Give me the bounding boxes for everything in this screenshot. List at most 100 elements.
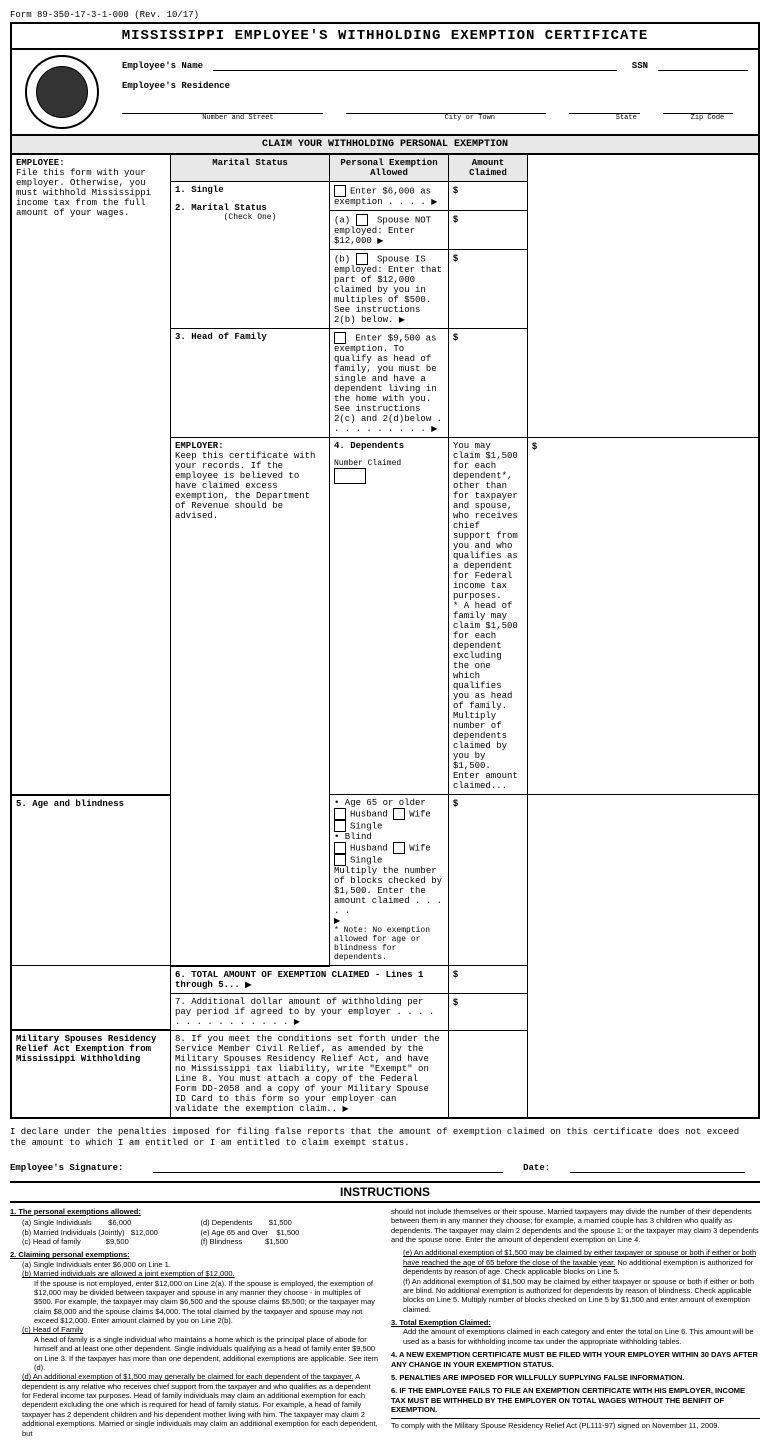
age-single-checkbox[interactable] [334,820,346,832]
inst-2b-t: If the spouse is not employed, enter $12… [10,1279,379,1326]
amount-header: Amount Claimed [449,154,528,182]
employee-heading: EMPLOYEE: [16,158,166,168]
blind-wife-checkbox[interactable] [393,842,405,854]
allowed-header: Personal Exemption Allowed [330,154,449,182]
ex-a: (a) Single Individuals [22,1218,92,1227]
row4-desc: You may claim $1,500 for each dependent*… [449,438,528,795]
residence-label: Employee's Residence [122,81,230,91]
header-section: Employee's Name SSN Employee's Residence… [10,48,760,134]
employer-heading: EMPLOYER: [175,441,325,451]
inst-2f: (f) An additional exemption of $1,500 ma… [391,1277,760,1315]
state-input[interactable] [569,101,639,114]
row2a-label: (a) [334,215,350,225]
ex-e: (e) Age 65 and Over [201,1228,269,1237]
row2b-desc: Spouse IS employed: Enter that part of $… [334,254,442,325]
status-age: 5. Age and blindness [11,795,171,966]
row6: 6. TOTAL AMOUNT OF EXEMPTION CLAIMED - L… [175,970,423,990]
blind-husband-checkbox[interactable] [334,842,346,854]
date-input[interactable] [570,1160,745,1173]
inst-h2: 2. Claiming personal exemptions: [10,1250,379,1259]
ex-e-amt: $1,500 [276,1228,299,1237]
date-label: Date: [523,1163,550,1173]
opt-wife2: Wife [409,843,431,853]
inst-2d-t: A dependent is any relative who receives… [22,1372,378,1437]
row5-desc: Multiply the number of blocks checked by… [334,866,444,916]
num-claimed-label: Number Claimed [334,459,444,468]
inst-h3-t: Add the amount of exemptions claimed in … [391,1327,760,1346]
claim-header: CLAIM YOUR WITHHOLDING PERSONAL EXEMPTIO… [10,134,760,153]
num-claimed-input[interactable] [334,468,366,484]
inst-2b-h: (b) Married individuals are allowed a jo… [22,1269,235,1278]
inst-2c-t: A head of family is a single individual … [10,1335,379,1373]
opt-single2: Single [350,855,382,865]
opt-husband2: Husband [350,843,388,853]
head-checkbox[interactable] [334,332,346,344]
status-marital: 2. Marital Status [175,203,325,213]
name-input[interactable] [213,58,617,71]
inst-h4: 4. A NEW EXEMPTION CERTIFICATE MUST BE F… [391,1350,760,1369]
blind-single-checkbox[interactable] [334,854,346,866]
age-wife-checkbox[interactable] [393,808,405,820]
street-sublabel: Number and Street [122,114,354,122]
instructions-title: INSTRUCTIONS [10,1181,760,1203]
employee-text: File this form with your employer. Other… [16,168,166,218]
state-seal [12,50,112,134]
ex-f: (f) Blindness [201,1237,243,1246]
instructions-body: 1. The personal exemptions allowed: (a) … [10,1207,760,1438]
opt-husband: Husband [350,809,388,819]
exemption-table: EMPLOYEE: File this form with your emplo… [10,153,760,1119]
inst-right-top: should not include themselves or their s… [391,1207,760,1245]
ex-b-amt: $12,000 [131,1228,158,1237]
inst-h3: 3. Total Exemption Claimed: [391,1318,491,1327]
status-single: 1. Single [175,185,325,195]
inst-2d-h: (d) An additional exemption of $1,500 ma… [22,1372,353,1381]
inst-2a: (a) Single Individuals enter $6,000 on L… [10,1260,379,1269]
status-head: 3. Head of Family [171,329,330,438]
blind-label: • Blind [334,832,372,842]
ssn-label: SSN [632,61,648,71]
inst-foot: To comply with the Military Spouse Resid… [391,1418,760,1430]
ex-d: (d) Dependents [201,1218,253,1227]
row8: 8. If you meet the conditions set forth … [175,1034,440,1114]
street-input[interactable] [122,101,323,114]
city-sublabel: City or Town [354,114,586,122]
name-label: Employee's Name [122,61,203,71]
status-dependents: 4. Dependents [334,441,444,451]
ex-c-amt: $9,500 [106,1237,129,1246]
opt-wife: Wife [409,809,431,819]
age-husband-checkbox[interactable] [334,808,346,820]
ssn-input[interactable] [658,58,748,71]
row3-desc: Enter $9,500 as exemption. To qualify as… [334,333,442,434]
spouse-not-checkbox[interactable] [356,214,368,226]
row2b-label: (b) [334,254,350,264]
age65-label: • Age 65 or older [334,798,426,808]
ex-d-amt: $1,500 [269,1218,292,1227]
row7: 7. Additional dollar amount of withholdi… [175,997,434,1027]
inst-h1: 1. The personal exemptions allowed: [10,1207,379,1216]
opt-single: Single [350,821,382,831]
single-desc: Enter $6,000 as exemption . . . . [334,186,431,207]
zip-input[interactable] [663,101,733,114]
form-number: Form 89-350-17-3-1-000 (Rev. 10/17) [10,10,760,20]
inst-2c-h: (c) Head of Family [22,1325,83,1334]
inst-h6: 6. IF THE EMPLOYEE FAILS TO FILE AN EXEM… [391,1386,760,1414]
ex-f-amt: $1,500 [265,1237,288,1246]
check-one: (Check One) [175,213,325,222]
spouse-is-checkbox[interactable] [356,253,368,265]
row5-note: * Note: No exemption allowed for age or … [334,926,444,962]
employer-text: Keep this certificate with your records.… [175,451,325,521]
inst-h5: 5. PENALTIES ARE IMPOSED FOR WILLFULLY S… [391,1373,760,1382]
single-checkbox[interactable] [334,185,346,197]
ex-a-amt: $6,000 [108,1218,131,1227]
signature-label: Employee's Signature: [10,1163,123,1173]
declaration-text: I declare under the penalties imposed fo… [10,1127,760,1150]
city-input[interactable] [346,101,547,114]
ex-c: (c) Head of family [22,1237,81,1246]
military-heading: Military Spouses Residency Relief Act Ex… [11,1030,171,1118]
form-title: MISSISSIPPI EMPLOYEE'S WITHHOLDING EXEMP… [10,22,760,48]
state-sublabel: State [586,114,667,122]
marital-header: Marital Status [171,154,330,182]
signature-input[interactable] [153,1160,503,1173]
ex-b: (b) Married Individuals (Jointly) [22,1228,125,1237]
zip-sublabel: Zip Code [667,114,748,122]
